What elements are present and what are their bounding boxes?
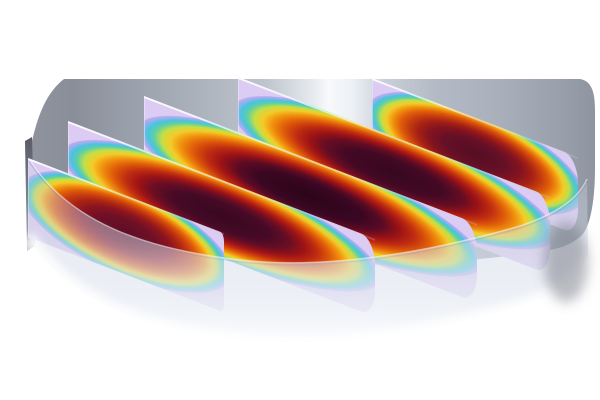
near-wall-overlay (28, 158, 588, 343)
wall-bottom-fade (22, 233, 595, 350)
right-wall-shading (544, 222, 588, 302)
